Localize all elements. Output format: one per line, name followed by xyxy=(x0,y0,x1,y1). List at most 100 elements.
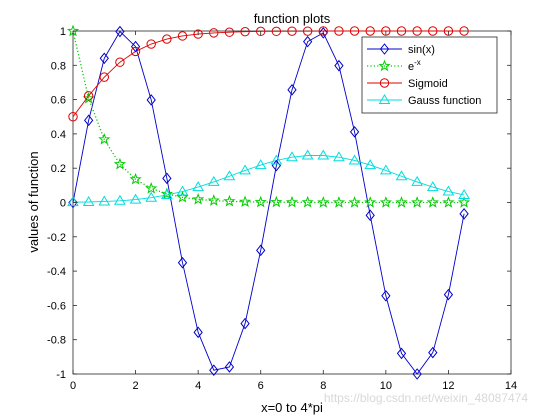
series-2-data-point xyxy=(285,195,299,208)
series-4-data-point xyxy=(270,154,283,165)
series-3-data-point xyxy=(459,26,469,36)
series-4-data-point xyxy=(145,191,158,202)
series-2-data-point xyxy=(457,196,471,208)
legend-label-3: Sigmoid xyxy=(408,78,448,90)
series-2-data-point xyxy=(113,157,127,170)
series-3-data-point xyxy=(177,31,188,41)
series-4-data-point xyxy=(223,170,236,181)
y-tick-label: -1 xyxy=(56,369,66,381)
x-tick-label: 0 xyxy=(70,380,76,392)
series-1-data-point xyxy=(349,126,360,138)
series-1-data-point xyxy=(256,244,266,257)
series-1-data-point xyxy=(287,84,297,96)
series-3-data-point xyxy=(115,57,125,67)
series-4-data-point xyxy=(426,181,439,192)
series-4-data-point xyxy=(129,193,142,204)
series-1-data-point xyxy=(396,347,407,360)
x-tick-label: 2 xyxy=(133,380,139,392)
x-tick-label: 6 xyxy=(258,380,264,392)
series-1-data-point xyxy=(240,317,250,330)
series-3-data-point xyxy=(256,26,266,37)
series-1-data-point xyxy=(224,361,235,373)
series-2-data-point xyxy=(379,196,392,208)
y-tick-label: 0.2 xyxy=(51,163,66,175)
series-3-data-point xyxy=(224,27,235,37)
series-3-data-point xyxy=(365,26,375,36)
series-1-data-point xyxy=(193,326,203,339)
y-tick-label: 0.8 xyxy=(51,60,66,72)
series-3-data-point xyxy=(99,72,109,82)
series-1-data-point xyxy=(334,59,344,72)
x-tick-label: 8 xyxy=(320,380,326,392)
series-1-data-point xyxy=(428,346,438,359)
series-2-data-point xyxy=(129,172,142,185)
series-4-data-point xyxy=(301,149,314,160)
series-3-data-point xyxy=(130,46,141,57)
series-3-data-point xyxy=(209,28,219,38)
series-4-data-point xyxy=(442,185,455,196)
series-4-data-point xyxy=(239,164,251,175)
y-tick-label: 0.4 xyxy=(51,129,66,141)
series-2-data-point xyxy=(223,194,236,207)
series-2-data-point xyxy=(348,196,361,208)
series-4-data-point xyxy=(176,185,189,196)
legend-marker-4 xyxy=(378,94,391,104)
series-1-data-point xyxy=(365,209,375,222)
series-2-data-point xyxy=(145,182,158,194)
series-3-data-point xyxy=(302,26,313,36)
series-4-data-point xyxy=(364,159,377,170)
series-2-data-point xyxy=(442,196,455,208)
series-1-data-point xyxy=(115,25,125,38)
y-axis-label: values of function xyxy=(26,151,41,252)
x-tick-label: 10 xyxy=(380,380,392,392)
x-tick-label: 14 xyxy=(505,380,517,392)
series-2-data-point xyxy=(395,196,408,208)
series-3-data-point xyxy=(162,34,172,44)
series-2-data-point xyxy=(426,196,439,208)
series-line-1 xyxy=(72,30,465,375)
series-4-data-point xyxy=(98,195,111,206)
series-line-3 xyxy=(72,30,465,118)
series-1-data-point xyxy=(303,35,313,48)
series-4-data-point xyxy=(254,159,267,170)
x-axis-label: x=0 to 4*pi xyxy=(261,400,323,415)
series-3-data-point xyxy=(146,39,156,49)
legend-label-1: sin(x) xyxy=(408,44,435,56)
series-4-data-point xyxy=(82,195,95,206)
series-2-data-point xyxy=(332,196,346,208)
legend-marker-2 xyxy=(378,59,391,72)
series-4-data-point xyxy=(192,181,205,192)
legend-label-superscript: -x xyxy=(414,58,421,67)
series-1-data-point xyxy=(162,172,172,185)
series-2-data-point xyxy=(301,195,314,208)
series-2-data-point xyxy=(270,195,283,208)
series-2-data-point xyxy=(207,194,220,206)
series-2-data-point xyxy=(254,195,267,208)
series-4-data-point xyxy=(207,175,220,186)
series-1-data-point xyxy=(412,368,422,380)
series-3-data-point xyxy=(412,26,422,36)
series-2-data-point xyxy=(238,195,252,208)
series-3-data-point xyxy=(271,26,282,37)
legend-label-4: Gauss function xyxy=(408,95,481,107)
series-4-data-point xyxy=(114,194,126,205)
series-4-data-point xyxy=(67,196,79,207)
legend-marker-3 xyxy=(379,78,390,88)
y-tick-label: -0.6 xyxy=(47,300,66,312)
series-3-data-point xyxy=(83,91,94,101)
series-1-data-point xyxy=(443,288,454,301)
y-tick-label: -0.2 xyxy=(47,232,66,244)
series-3-data-point xyxy=(396,26,407,36)
series-3-data-point xyxy=(318,26,328,36)
series-1-data-point xyxy=(84,114,94,127)
series-3-data-point xyxy=(381,26,391,36)
series-3-data-point xyxy=(240,26,250,37)
series-1-data-point xyxy=(130,40,141,53)
series-1-data-point xyxy=(146,94,156,106)
series-1-data-point xyxy=(381,289,391,302)
series-4-data-point xyxy=(379,164,392,175)
series-1-data-point xyxy=(459,208,469,220)
series-4-data-point xyxy=(286,151,298,162)
